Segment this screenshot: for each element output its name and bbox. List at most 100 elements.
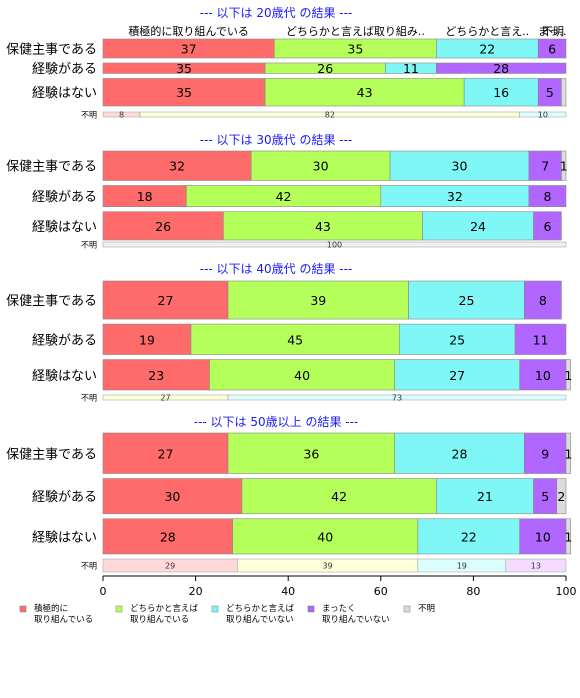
row-label: 保健主事である bbox=[6, 447, 97, 462]
bar-segment bbox=[514, 323, 567, 355]
bar-segment bbox=[241, 478, 437, 515]
bar-value-label: 19 bbox=[139, 332, 155, 347]
row-label: 経験がある bbox=[32, 333, 97, 348]
legend-label: どちらかと言えば bbox=[226, 603, 295, 614]
panel-title-2: --- 以下は 40歳代 の結果 --- bbox=[200, 262, 353, 276]
x-tick-label: 60 bbox=[374, 585, 388, 598]
unknown-bar-segment bbox=[519, 111, 567, 118]
x-tick-label: 0 bbox=[100, 585, 107, 598]
unknown-value-label: 100 bbox=[327, 241, 342, 250]
unknown-value-label: 13 bbox=[531, 562, 541, 571]
bar-segment bbox=[561, 78, 567, 107]
unknown-row-label: 不明 bbox=[81, 111, 97, 120]
x-tick-label: 100 bbox=[556, 585, 577, 598]
bar-value-label: 1 bbox=[564, 368, 572, 383]
bar-segment bbox=[232, 518, 419, 555]
unknown-value-label: 39 bbox=[322, 562, 332, 571]
bar-value-label: 32 bbox=[169, 159, 185, 174]
bar-segment bbox=[519, 518, 567, 555]
bar-segment bbox=[102, 211, 224, 241]
bar-value-label: 36 bbox=[303, 446, 319, 461]
row-label: 経験がある bbox=[32, 490, 97, 505]
bar-value-label: 43 bbox=[315, 219, 331, 234]
unknown-value-label: 73 bbox=[392, 394, 402, 403]
bar-value-label: 18 bbox=[137, 189, 153, 204]
bar-value-label: 16 bbox=[493, 85, 509, 100]
bar-segment bbox=[524, 432, 567, 474]
unknown-row-label: 不明 bbox=[81, 562, 97, 571]
bar-value-label: 1 bbox=[560, 159, 568, 174]
bar-value-label: 32 bbox=[447, 189, 463, 204]
bar-segment bbox=[528, 150, 562, 181]
bar-value-label: 30 bbox=[313, 159, 329, 174]
bar-segment bbox=[394, 359, 521, 391]
bar-segment bbox=[436, 478, 534, 515]
unknown-value-label: 29 bbox=[165, 562, 175, 571]
bar-value-label: 27 bbox=[449, 368, 465, 383]
unknown-value-label: 82 bbox=[325, 111, 335, 120]
legend-label: どちらかと言えば bbox=[130, 603, 199, 614]
unknown-row-label: 不明 bbox=[81, 241, 97, 250]
bar-segment bbox=[102, 432, 229, 474]
bar-segment bbox=[102, 518, 233, 555]
legend-swatch bbox=[307, 605, 315, 613]
row-label: 経験がある bbox=[32, 190, 97, 205]
bar-segment bbox=[565, 518, 571, 555]
bar-value-label: 10 bbox=[535, 368, 551, 383]
bar-segment bbox=[389, 150, 530, 181]
legend-label: 積極的に bbox=[34, 603, 68, 614]
bar-segment bbox=[102, 323, 192, 355]
bar-value-label: 23 bbox=[148, 368, 164, 383]
bar-segment bbox=[394, 432, 525, 474]
bar-value-label: 37 bbox=[181, 42, 197, 57]
bar-segment bbox=[422, 211, 534, 241]
bar-value-label: 30 bbox=[164, 489, 180, 504]
bar-value-label: 35 bbox=[176, 85, 192, 100]
bar-segment bbox=[519, 359, 567, 391]
legend-swatch bbox=[115, 605, 123, 613]
bar-value-label: 22 bbox=[461, 529, 477, 544]
bar-segment bbox=[102, 78, 266, 107]
bar-segment bbox=[463, 78, 539, 107]
bar-value-label: 8 bbox=[539, 293, 547, 308]
bar-segment bbox=[408, 280, 525, 320]
bar-value-label: 1 bbox=[564, 446, 572, 461]
bar-value-label: 27 bbox=[158, 446, 174, 461]
unknown-bar-segment bbox=[505, 558, 567, 573]
x-tick-label: 20 bbox=[189, 585, 203, 598]
bar-segment bbox=[528, 185, 567, 208]
bar-segment bbox=[399, 323, 516, 355]
bar-segment bbox=[102, 359, 210, 391]
unknown-value-label: 10 bbox=[538, 111, 548, 120]
bar-value-label: 43 bbox=[357, 85, 373, 100]
bar-segment bbox=[556, 478, 567, 515]
legend-label: 取り組んでいない bbox=[322, 614, 390, 625]
row-label: 経験はない bbox=[32, 220, 97, 235]
row-label: 経験はない bbox=[32, 86, 97, 101]
bar-value-label: 40 bbox=[294, 368, 310, 383]
column-header-2: どちらかと言え.. bbox=[445, 25, 529, 38]
bar-segment bbox=[227, 432, 395, 474]
legend-swatch bbox=[211, 605, 219, 613]
bar-value-label: 35 bbox=[347, 42, 363, 57]
bar-segment bbox=[524, 280, 562, 320]
bar-value-label: 5 bbox=[546, 85, 554, 100]
bar-segment bbox=[190, 323, 400, 355]
bar-segment bbox=[417, 518, 520, 555]
bar-value-label: 1 bbox=[564, 529, 572, 544]
bar-segment bbox=[565, 432, 571, 474]
bar-value-label: 9 bbox=[541, 446, 549, 461]
unknown-bar-segment bbox=[227, 394, 567, 401]
legend-swatch bbox=[403, 605, 411, 613]
panel-title-1: --- 以下は 30歳代 の結果 --- bbox=[200, 133, 353, 147]
bar-value-label: 10 bbox=[535, 529, 551, 544]
x-tick-label: 40 bbox=[281, 585, 295, 598]
column-header-4: 不明 bbox=[542, 25, 564, 38]
column-header-0: 積極的に取り組んでいる bbox=[128, 24, 248, 38]
unknown-value-label: 8 bbox=[119, 111, 124, 120]
bar-value-label: 7 bbox=[541, 159, 549, 174]
bar-segment bbox=[561, 150, 567, 181]
unknown-value-label: 27 bbox=[160, 394, 170, 403]
legend-label: 取り組んでいる bbox=[130, 614, 189, 625]
bar-value-label: 42 bbox=[276, 189, 292, 204]
